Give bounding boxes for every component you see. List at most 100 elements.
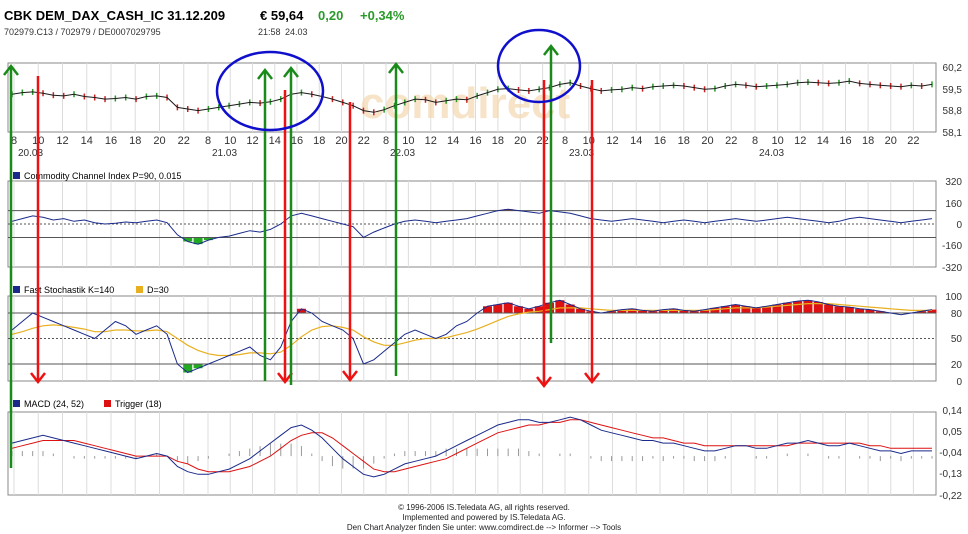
time-tick-label: 20: [335, 135, 347, 147]
stoch-k-legend-label: Fast Stochastik K=140: [24, 285, 114, 295]
time-tick-label: 18: [129, 135, 141, 147]
powered-by-text: Implemented and powered by IS.Teledata A…: [402, 513, 566, 522]
stoch-k-legend-swatch: [13, 286, 20, 293]
time-tick-label: 20: [885, 135, 897, 147]
cci-y-tick-label: 160: [945, 199, 962, 210]
sell-arrow-head: [30, 372, 46, 385]
panel-frame-3: [7, 411, 937, 496]
buy-arrow-head: [283, 65, 299, 78]
stoch-y-tick-label: 0: [956, 377, 962, 388]
time-tick-label: 18: [678, 135, 690, 147]
stoch-d-legend-label: D=30: [147, 285, 169, 295]
time-tick-label: 10: [402, 135, 414, 147]
time-tick-label: 16: [839, 135, 851, 147]
price-y-tick-label: 59,5: [943, 85, 963, 96]
time-tick-label: 14: [447, 135, 459, 147]
time-tick-label: 12: [56, 135, 68, 147]
macd-line: [11, 416, 932, 478]
footer: © 1996-2006 IS.Teledata AG, all rights r…: [0, 503, 968, 533]
stoch-d-legend-swatch: [136, 286, 143, 293]
highlight-circle: [215, 50, 325, 132]
sell-arrow-head: [536, 376, 552, 389]
macd-y-tick-label: -0,04: [939, 448, 962, 459]
time-tick-label: 16: [654, 135, 666, 147]
date-tick-label: 21.03: [212, 148, 237, 159]
date-tick-label: 20.03: [18, 148, 43, 159]
time-tick-label: 8: [383, 135, 389, 147]
time-tick-label: 14: [817, 135, 829, 147]
chart-header: CBK DEM_DAX_CASH_IC 31.12.209 € 59,64 0,…: [4, 4, 964, 40]
price-line: [11, 80, 933, 113]
time-tick-label: 14: [630, 135, 642, 147]
cci-legend-label: Commodity Channel Index P=90, 0.015: [24, 171, 181, 181]
stoch-y-tick-label: 20: [951, 360, 963, 371]
sell-arrow-head: [277, 372, 293, 385]
stoch-y-tick-label: 100: [945, 292, 962, 303]
quote-time: 21:58: [258, 27, 281, 37]
time-tick-label: 18: [313, 135, 325, 147]
date-tick-label: 23.03: [569, 148, 594, 159]
time-tick-label: 8: [11, 135, 17, 147]
time-tick-label: 12: [794, 135, 806, 147]
time-tick-label: 20: [701, 135, 713, 147]
sell-arrow-head: [584, 372, 600, 385]
time-tick-label: 12: [425, 135, 437, 147]
stoch-oversold-fill: [183, 364, 203, 373]
price-y-tick-label: 58,8: [943, 106, 963, 117]
analyzer-link-text: Den Chart Analyzer finden Sie unter: www…: [346, 523, 622, 532]
macd-y-tick-label: 0,14: [943, 406, 963, 417]
trigger-legend-swatch: [104, 400, 111, 407]
time-tick-label: 14: [81, 135, 93, 147]
date-tick-label: 24.03: [759, 148, 784, 159]
time-tick-label: 12: [606, 135, 618, 147]
buy-arrow-head: [388, 61, 404, 74]
last-price: € 59,64: [260, 8, 304, 23]
macd-y-tick-label: -0,22: [939, 491, 962, 502]
time-tick-label: 8: [752, 135, 758, 147]
time-tick-label: 12: [246, 135, 258, 147]
stoch-y-tick-label: 50: [951, 334, 963, 345]
time-tick-label: 22: [358, 135, 370, 147]
time-tick-label: 22: [537, 135, 549, 147]
time-tick-label: 18: [492, 135, 504, 147]
quote-date: 24.03: [285, 27, 308, 37]
price-change-percent: +0,34%: [360, 8, 405, 23]
macd-y-tick-label: 0,05: [943, 427, 963, 438]
stoch-y-tick-label: 80: [951, 309, 963, 320]
buy-arrow-head: [3, 63, 19, 76]
time-tick-label: 14: [269, 135, 281, 147]
time-tick-label: 16: [469, 135, 481, 147]
panel-frame-0: [7, 62, 937, 133]
time-tick-label: 18: [862, 135, 874, 147]
macd-y-tick-label: -0,13: [939, 469, 962, 480]
time-tick-label: 22: [907, 135, 919, 147]
time-tick-label: 10: [772, 135, 784, 147]
instrument-title: CBK DEM_DAX_CASH_IC 31.12.209: [4, 8, 226, 23]
buy-arrow-head: [543, 43, 559, 56]
cci-legend-swatch: [13, 172, 20, 179]
cci-y-tick-label: 320: [945, 177, 962, 188]
price-y-tick-label: 60,2: [943, 63, 963, 74]
time-tick-label: 20: [153, 135, 165, 147]
time-tick-label: 22: [725, 135, 737, 147]
stoch-k-line: [11, 299, 933, 374]
cci-y-tick-label: 0: [956, 220, 962, 231]
time-tick-label: 10: [224, 135, 236, 147]
time-tick-label: 8: [562, 135, 568, 147]
stoch-d-line: [11, 303, 932, 357]
buy-arrow-head: [257, 67, 273, 80]
trigger-legend-label: Trigger (18): [115, 399, 162, 409]
time-tick-label: 16: [105, 135, 117, 147]
macd-legend-swatch: [13, 400, 20, 407]
cci-y-tick-label: -320: [942, 263, 962, 274]
highlight-circle: [496, 28, 582, 104]
macd-trigger-line: [11, 419, 932, 473]
sell-arrow-head: [342, 370, 358, 383]
time-tick-label: 16: [291, 135, 303, 147]
copyright-text: © 1996-2006 IS.Teledata AG, all rights r…: [398, 503, 570, 512]
instrument-ids: 702979.C13 / 702979 / DE0007029795: [4, 27, 161, 37]
time-tick-label: 20: [514, 135, 526, 147]
cci-line: [11, 208, 933, 245]
price-change: 0,20: [318, 8, 344, 23]
